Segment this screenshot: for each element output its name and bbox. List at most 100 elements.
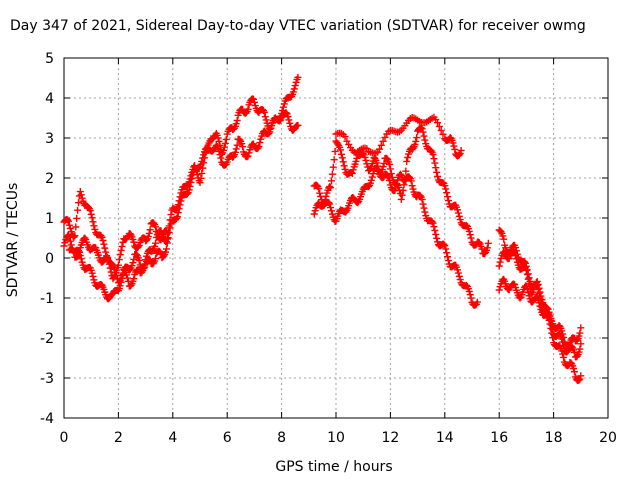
data-point xyxy=(175,197,183,205)
data-point xyxy=(163,230,171,238)
data-point xyxy=(431,226,439,234)
data-point xyxy=(398,191,406,199)
data-point xyxy=(152,239,160,247)
data-point xyxy=(559,338,567,346)
data-point xyxy=(101,244,109,252)
data-point xyxy=(142,256,150,264)
data-point xyxy=(167,211,175,219)
data-point xyxy=(455,151,463,159)
data-point xyxy=(72,223,80,231)
data-point xyxy=(220,143,228,151)
data-point xyxy=(379,137,387,145)
data-point xyxy=(366,166,374,174)
data-point xyxy=(444,193,452,201)
data-point xyxy=(475,239,483,247)
data-point xyxy=(217,154,225,162)
data-point xyxy=(328,210,336,218)
x-tick-label: 20 xyxy=(599,430,617,446)
x-tick-label: 16 xyxy=(490,430,508,446)
data-point xyxy=(433,234,441,242)
data-point xyxy=(250,98,258,106)
data-point xyxy=(216,141,224,149)
data-point xyxy=(245,149,253,157)
data-point xyxy=(74,206,82,214)
data-point xyxy=(326,183,334,191)
data-point xyxy=(286,119,294,127)
data-point xyxy=(232,120,240,128)
y-tick-label: 3 xyxy=(45,131,54,147)
data-point xyxy=(451,145,459,153)
data-point xyxy=(441,242,449,250)
data-point xyxy=(442,185,450,193)
data-point xyxy=(220,146,228,154)
data-point xyxy=(65,217,73,225)
data-point xyxy=(427,147,435,155)
data-point xyxy=(256,139,264,147)
data-point xyxy=(512,244,520,252)
data-point xyxy=(200,159,208,167)
data-point xyxy=(197,174,205,182)
data-point xyxy=(327,204,335,212)
data-point xyxy=(367,176,375,184)
data-point xyxy=(116,251,124,259)
data-point xyxy=(533,277,541,285)
data-point xyxy=(348,169,356,177)
data-point xyxy=(522,266,530,274)
data-point xyxy=(405,173,413,181)
data-point xyxy=(467,234,475,242)
data-point xyxy=(276,114,284,122)
data-point xyxy=(254,144,262,152)
data-point xyxy=(152,227,160,235)
data-point xyxy=(548,321,556,329)
data-point xyxy=(99,236,107,244)
data-point xyxy=(135,256,143,264)
y-tick-label: 5 xyxy=(45,51,54,67)
data-point xyxy=(429,151,437,159)
data-point xyxy=(233,141,241,149)
series-track-d xyxy=(310,124,492,258)
data-point xyxy=(386,165,394,173)
data-point xyxy=(70,233,78,241)
data-point xyxy=(327,177,335,185)
data-point xyxy=(495,262,503,270)
data-point xyxy=(255,143,263,151)
data-point xyxy=(325,199,333,207)
data-point xyxy=(453,266,461,274)
data-point xyxy=(152,223,160,231)
data-point xyxy=(329,163,337,171)
data-point xyxy=(239,143,247,151)
data-point xyxy=(78,258,86,266)
x-tick-label: 4 xyxy=(168,430,177,446)
data-point xyxy=(177,189,185,197)
data-point xyxy=(152,255,160,263)
data-point xyxy=(573,352,581,360)
data-point xyxy=(73,214,81,222)
data-point xyxy=(81,234,89,242)
data-point xyxy=(214,134,222,142)
data-point xyxy=(457,146,465,154)
data-point xyxy=(467,294,475,302)
data-point xyxy=(393,180,401,188)
data-point xyxy=(465,227,473,235)
data-point xyxy=(418,125,426,133)
data-point xyxy=(577,340,585,348)
x-tick-label: 18 xyxy=(545,430,563,446)
data-point xyxy=(570,368,578,376)
data-point xyxy=(310,210,318,218)
data-point xyxy=(187,172,195,180)
data-point xyxy=(413,134,421,142)
data-point xyxy=(198,169,206,177)
data-point xyxy=(392,184,400,192)
data-point xyxy=(188,168,196,176)
y-tick-label: -2 xyxy=(40,331,54,347)
x-tick-label: 2 xyxy=(114,430,123,446)
data-points xyxy=(60,73,585,385)
data-point xyxy=(97,232,105,240)
data-point xyxy=(455,212,463,220)
y-tick-label: 2 xyxy=(45,171,54,187)
data-point xyxy=(316,189,324,197)
series-track-e xyxy=(310,137,481,309)
data-point xyxy=(576,329,584,337)
data-point xyxy=(320,200,328,208)
data-point xyxy=(570,365,578,373)
